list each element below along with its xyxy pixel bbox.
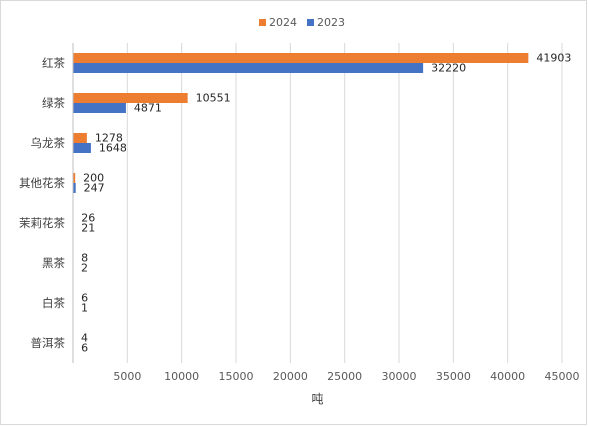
x-axis-title: 吨 — [311, 392, 323, 406]
data-label-2024-8: 4 — [81, 332, 88, 345]
data-label-2023-6: 2 — [81, 262, 88, 275]
data-label-2024-2: 10551 — [196, 92, 231, 105]
data-label-2023-7: 1 — [81, 302, 88, 315]
x-tick-label-30000: 30000 — [382, 370, 417, 383]
x-tick-label-15000: 15000 — [219, 370, 254, 383]
bar-2023-3 — [73, 143, 91, 153]
x-tick-label-20000: 20000 — [273, 370, 308, 383]
legend-swatch-2024 — [259, 19, 266, 26]
bars — [73, 53, 529, 353]
data-label-2024-5: 26 — [81, 212, 95, 225]
bar-2024-4 — [73, 173, 76, 183]
data-label-2024-3: 1278 — [95, 132, 123, 145]
data-label-2024-1: 41903 — [536, 52, 571, 65]
data-label-2023-3: 1648 — [99, 142, 127, 155]
category-label-2: 绿茶 — [42, 96, 65, 110]
data-label-2023-5: 21 — [81, 222, 95, 235]
data-label-2024-4: 200 — [83, 172, 104, 185]
x-tick-label-25000: 25000 — [327, 370, 362, 383]
axes: 5000 10000 15000 20000 25000 30000 35000 40000 4… — [19, 43, 580, 383]
x-tick-label-40000: 40000 — [490, 370, 525, 383]
data-label-2023-8: 6 — [81, 342, 88, 355]
category-label-3: 乌龙茶 — [31, 136, 66, 150]
legend: 2024 2023 — [259, 16, 345, 29]
x-tick-label-10000: 10000 — [164, 370, 199, 383]
category-label-5: 茉莉花茶 — [19, 216, 65, 230]
x-tick-label-45000: 45000 — [545, 370, 580, 383]
legend-label-2024: 2024 — [269, 16, 297, 29]
data-label-2024-6: 8 — [81, 252, 88, 265]
data-label-2023-2: 4871 — [134, 102, 162, 115]
x-tick-label-35000: 35000 — [436, 370, 471, 383]
bar-2024-3 — [73, 133, 87, 143]
category-label-4: 其他花茶 — [19, 176, 65, 190]
data-label-2023-4: 247 — [84, 182, 105, 195]
x-tick-label-5000: 5000 — [113, 370, 141, 383]
legend-swatch-2023 — [307, 19, 314, 26]
category-label-8: 普洱茶 — [31, 336, 66, 350]
data-labels: 4190332220105514871127816482002472621826… — [81, 52, 571, 355]
legend-label-2023: 2023 — [317, 16, 345, 29]
category-label-6: 黑茶 — [42, 256, 65, 270]
category-label-1: 红茶 — [42, 56, 65, 70]
bar-2023-4 — [73, 183, 76, 193]
bar-2023-1 — [73, 63, 424, 73]
gridlines — [126, 43, 563, 363]
bar-2024-1 — [73, 53, 529, 63]
data-label-2023-1: 32220 — [431, 62, 466, 75]
category-label-7: 白茶 — [42, 296, 65, 310]
data-label-2024-7: 6 — [81, 292, 88, 305]
bar-2024-2 — [73, 93, 188, 103]
bar-2023-2 — [73, 103, 126, 113]
